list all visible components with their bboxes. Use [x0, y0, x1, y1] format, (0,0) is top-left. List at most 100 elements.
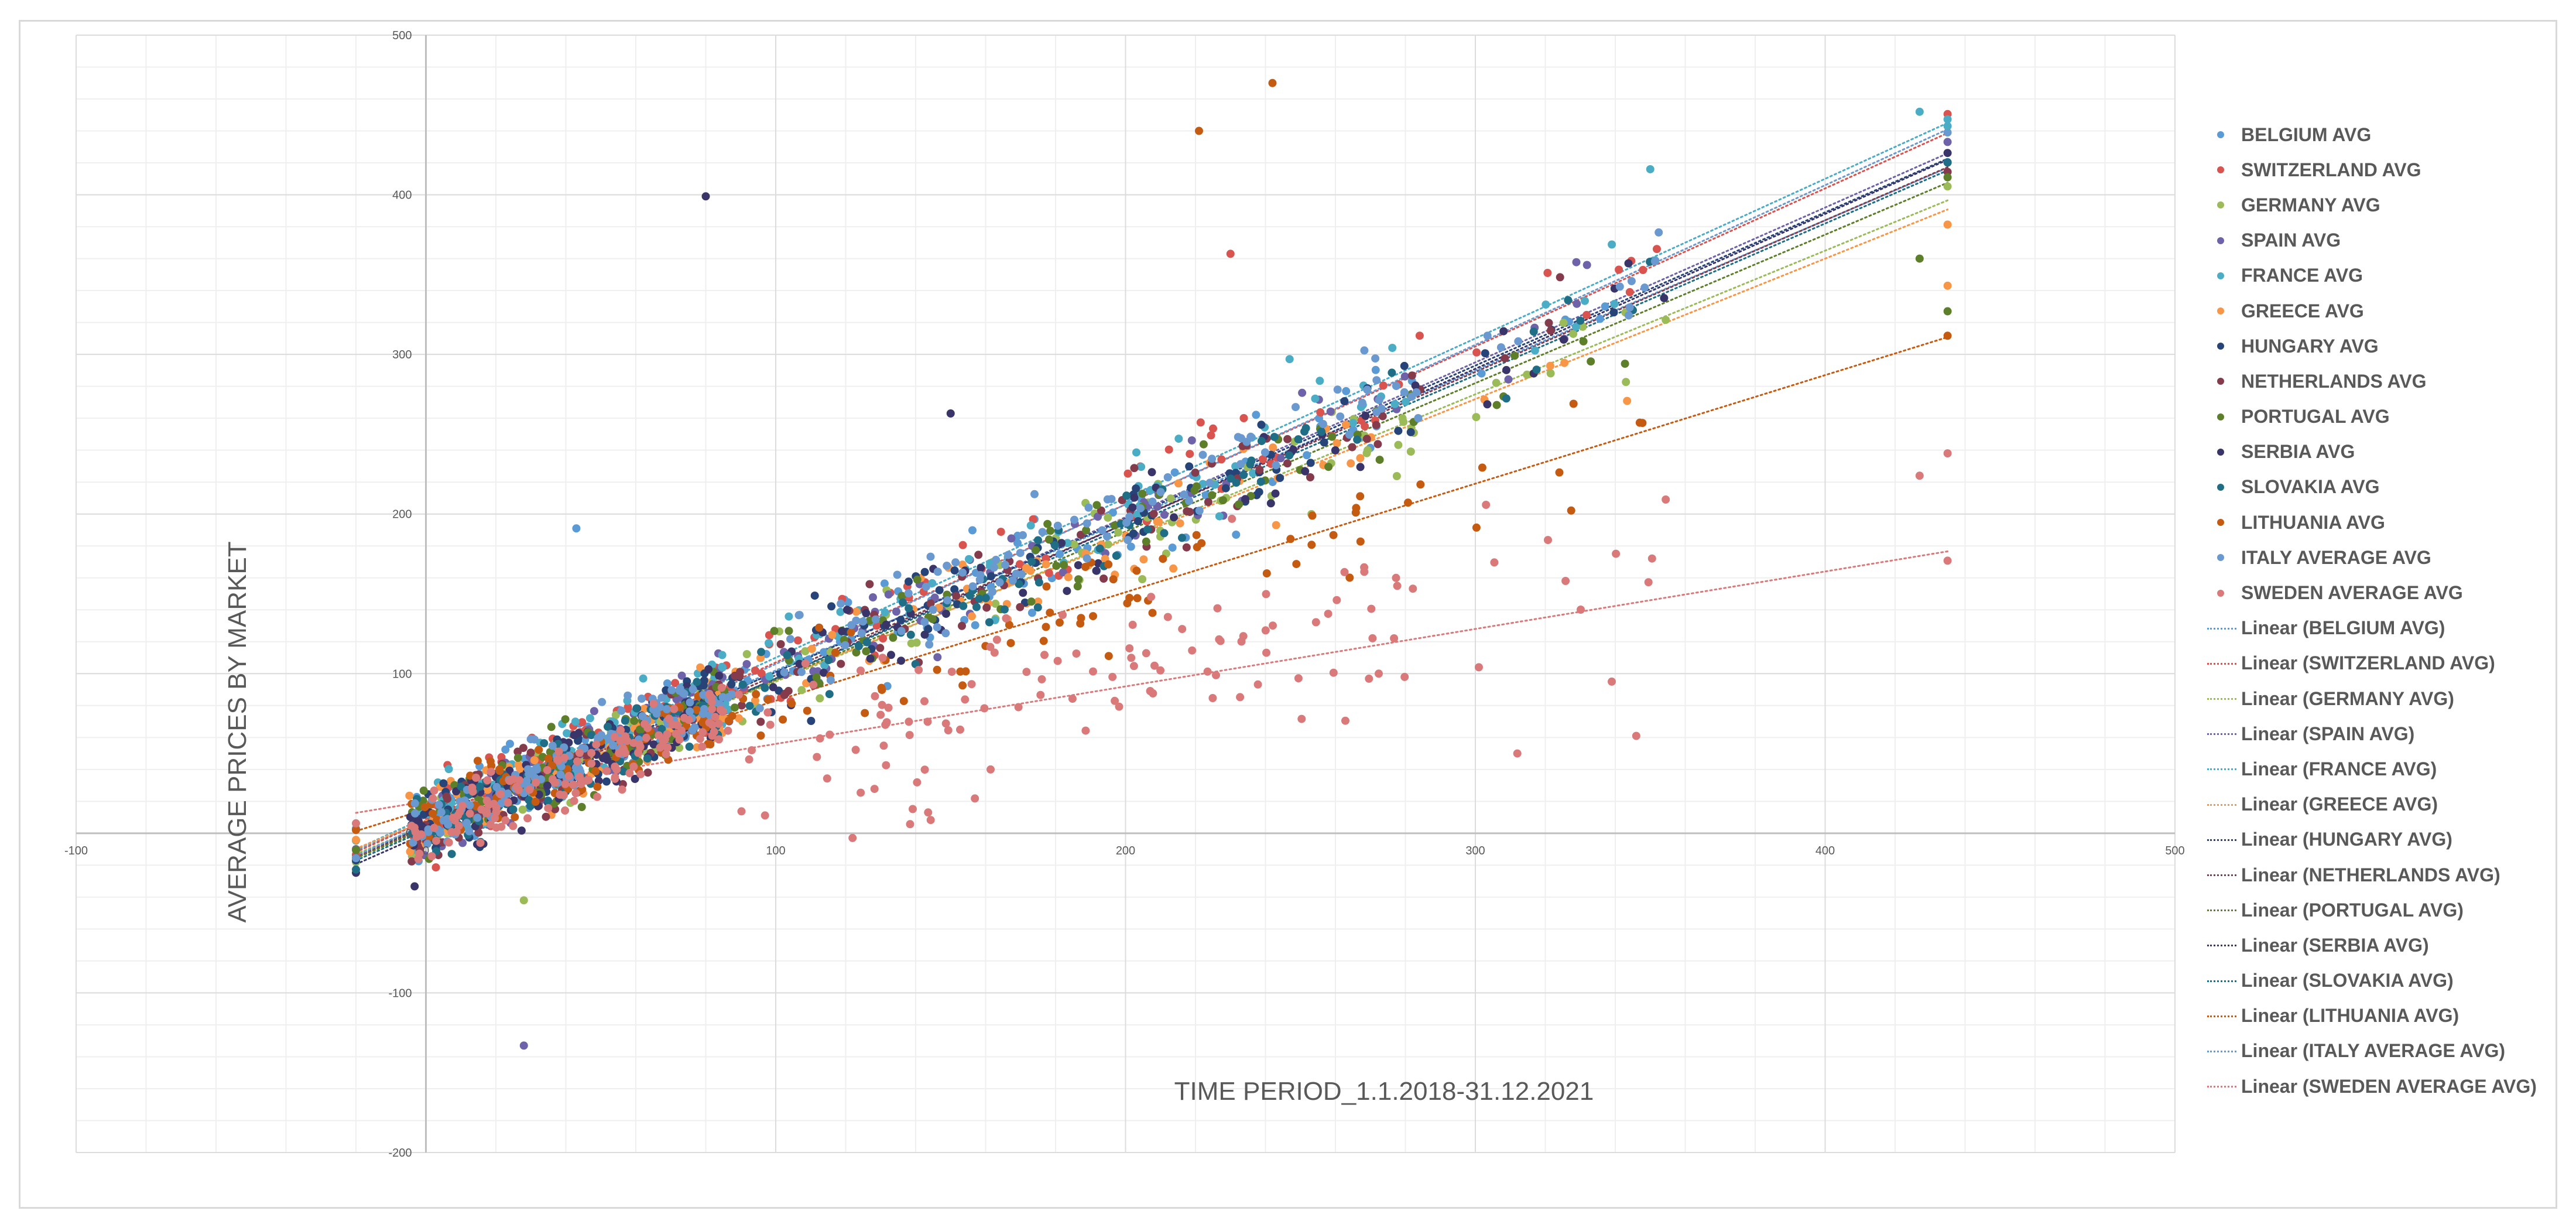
data-point — [593, 782, 602, 791]
data-point — [1109, 575, 1118, 584]
data-point — [1133, 594, 1142, 603]
data-point — [1272, 521, 1280, 529]
data-point — [1170, 468, 1179, 477]
data-point — [575, 748, 584, 757]
y-axis-title: AVERAGE PRICES BY MARKET — [223, 541, 252, 922]
data-point — [544, 796, 552, 805]
data-point — [1328, 432, 1337, 441]
data-point — [1253, 680, 1262, 689]
data-point — [1095, 544, 1104, 553]
data-point — [1027, 558, 1036, 566]
legend-item-trend-belgium-avg: Linear (BELGIUM AVG) — [2204, 611, 2556, 646]
data-point — [1040, 651, 1049, 659]
x-tick-label: 100 — [766, 844, 785, 857]
data-point — [924, 808, 933, 817]
data-point — [1138, 490, 1147, 498]
data-point — [857, 629, 866, 638]
data-point — [852, 648, 861, 656]
legend-label: BELGIUM AVG — [2241, 124, 2372, 145]
data-point — [707, 697, 716, 706]
data-point — [570, 796, 578, 805]
data-point — [1130, 464, 1139, 473]
data-point — [465, 809, 474, 818]
data-point — [667, 686, 676, 695]
legend-marker — [2204, 164, 2236, 176]
data-point — [561, 715, 570, 724]
data-point — [1400, 361, 1409, 370]
data-point — [676, 684, 684, 693]
data-point — [1345, 430, 1354, 439]
data-point — [611, 711, 620, 719]
legend-marker — [2204, 481, 2236, 493]
data-point — [649, 740, 658, 749]
data-point — [769, 683, 777, 692]
data-point — [512, 782, 521, 791]
legend-marker — [2204, 235, 2236, 247]
data-point — [617, 706, 626, 715]
data-point — [1601, 302, 1609, 311]
data-point — [1943, 115, 1952, 124]
legend-label: Linear (GERMANY AVG) — [2241, 688, 2454, 709]
data-point — [1294, 674, 1303, 683]
data-point — [1943, 220, 1952, 229]
data-point — [465, 827, 474, 836]
data-point — [871, 692, 879, 700]
data-point — [699, 681, 708, 690]
data-point — [981, 594, 990, 603]
data-point — [757, 648, 766, 656]
data-point — [941, 719, 950, 728]
data-point — [432, 836, 440, 845]
data-point — [1496, 343, 1505, 352]
data-point — [1103, 495, 1112, 504]
data-point — [1070, 540, 1078, 549]
data-point — [1596, 314, 1604, 323]
data-point — [1662, 316, 1670, 324]
legend-line-marker — [2204, 975, 2236, 987]
data-point — [1560, 358, 1569, 367]
data-point — [989, 563, 998, 572]
data-point — [1269, 443, 1277, 452]
data-point — [1012, 569, 1020, 578]
outlier-point — [1474, 663, 1483, 672]
data-point — [1207, 431, 1215, 440]
data-point — [1564, 296, 1573, 305]
data-point — [734, 690, 743, 699]
data-point — [1400, 388, 1409, 396]
data-point — [1306, 473, 1314, 481]
data-point — [1104, 652, 1113, 661]
data-point — [1007, 534, 1016, 543]
data-point — [841, 641, 849, 649]
data-point — [685, 743, 694, 751]
data-point — [1415, 331, 1424, 340]
data-point — [781, 689, 790, 698]
legend-item-trend-germany-avg: Linear (GERMANY AVG) — [2204, 681, 2556, 716]
data-point — [686, 707, 694, 716]
x-tick-label: 300 — [1465, 844, 1485, 857]
data-point — [439, 779, 448, 788]
data-point — [1625, 303, 1634, 312]
data-point — [1504, 375, 1513, 384]
data-point — [862, 609, 871, 617]
data-point — [1654, 228, 1663, 237]
data-point — [761, 683, 769, 692]
data-point — [1285, 355, 1294, 364]
data-point — [437, 808, 446, 816]
data-point — [1015, 560, 1024, 569]
data-point — [1217, 455, 1226, 464]
data-point — [923, 717, 932, 726]
data-point — [1356, 492, 1365, 501]
data-point — [1523, 370, 1532, 379]
data-point — [757, 669, 766, 678]
data-point — [1166, 494, 1175, 503]
legend-item-trend-portugal-avg: Linear (PORTUGAL AVG) — [2204, 893, 2556, 928]
data-point — [433, 815, 441, 824]
data-point — [1392, 382, 1400, 391]
data-point — [476, 839, 485, 847]
data-point — [851, 746, 860, 754]
data-point — [1221, 484, 1230, 493]
data-point — [1362, 435, 1371, 443]
data-point — [1123, 536, 1132, 545]
data-point — [1499, 327, 1508, 336]
legend-line-marker — [2204, 658, 2236, 669]
data-point — [977, 563, 985, 572]
